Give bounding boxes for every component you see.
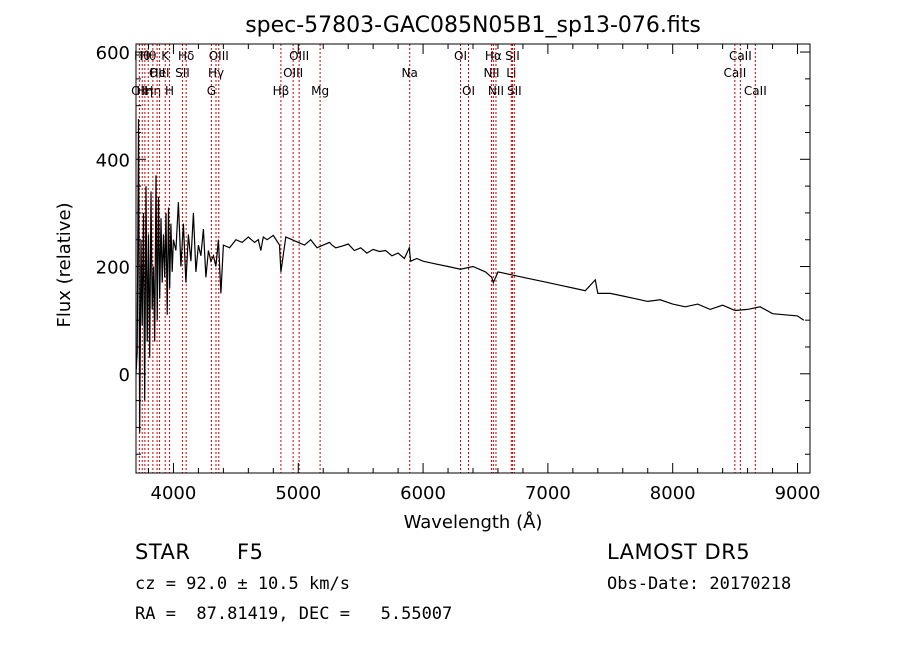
y-axis-label: Flux (relative) xyxy=(54,202,75,327)
line-marker-label: CaII xyxy=(729,49,752,63)
line-marker-label: NII xyxy=(483,66,499,80)
line-marker-label: Hθ xyxy=(140,49,156,63)
line-marker-label: H xyxy=(165,84,174,98)
line-marker-label: CaII xyxy=(744,84,767,98)
redshift-velocity: cz = 92.0 ± 10.5 km/s xyxy=(135,574,350,594)
line-marker-label: OIII xyxy=(283,66,303,80)
x-tick-label: 9000 xyxy=(775,483,821,504)
plot-area: OIIHθHηHθHηOIIHeIKHSIIHδGHγOIIIHβOIIIOII… xyxy=(96,43,821,504)
object-subclass: F5 xyxy=(237,540,264,564)
line-marker-label: G xyxy=(207,84,216,98)
x-tick-label: 7000 xyxy=(525,483,571,504)
x-tick-label: 6000 xyxy=(400,483,446,504)
line-marker-label: OIII xyxy=(289,49,309,63)
plot-frame xyxy=(135,43,811,474)
line-marker-label: OII xyxy=(131,84,148,98)
y-tick-label: 200 xyxy=(96,258,130,279)
x-tick-label: 5000 xyxy=(275,483,321,504)
line-marker-label: Li xyxy=(506,66,516,80)
line-marker-label: Mg xyxy=(311,84,329,98)
line-marker-label: HeI xyxy=(150,66,170,80)
line-marker-label: Hγ xyxy=(208,66,224,80)
line-marker-label: Hη xyxy=(137,84,154,98)
line-marker-label: OIII xyxy=(209,49,229,63)
coordinates: RA = 87.81419, DEC = 5.55007 xyxy=(135,604,453,624)
line-marker-label: SII xyxy=(175,66,190,80)
line-marker-label: K xyxy=(161,49,170,63)
y-tick-label: 600 xyxy=(96,43,130,64)
chart-title: spec-57803-GAC085N05B1_sp13-076.fits xyxy=(245,13,701,38)
line-marker-label: Hη xyxy=(145,84,162,98)
line-marker-label: Hα xyxy=(485,49,502,63)
line-marker-label: OII xyxy=(149,66,166,80)
spectrum-line xyxy=(135,119,805,433)
x-axis-label: Wavelength (Å) xyxy=(404,511,543,533)
line-marker-label: OI xyxy=(454,49,467,63)
observation-date: Obs-Date: 20170218 xyxy=(607,574,792,594)
survey-name: LAMOST DR5 xyxy=(607,540,751,564)
line-marker-label: OI xyxy=(462,84,475,98)
line-marker-label: SII xyxy=(505,49,520,63)
y-tick-label: 0 xyxy=(119,365,130,386)
object-class: STAR xyxy=(135,540,191,564)
x-tick-label: 8000 xyxy=(650,483,696,504)
line-marker-label: CaII xyxy=(723,66,746,80)
line-marker-label: SII xyxy=(507,84,522,98)
line-marker-label: Na xyxy=(402,66,418,80)
y-tick-label: 400 xyxy=(96,150,130,171)
line-marker-label: NII xyxy=(488,84,504,98)
line-marker-label: Hβ xyxy=(273,84,290,98)
line-marker-label: Hδ xyxy=(178,49,194,63)
x-tick-label: 4000 xyxy=(151,483,197,504)
